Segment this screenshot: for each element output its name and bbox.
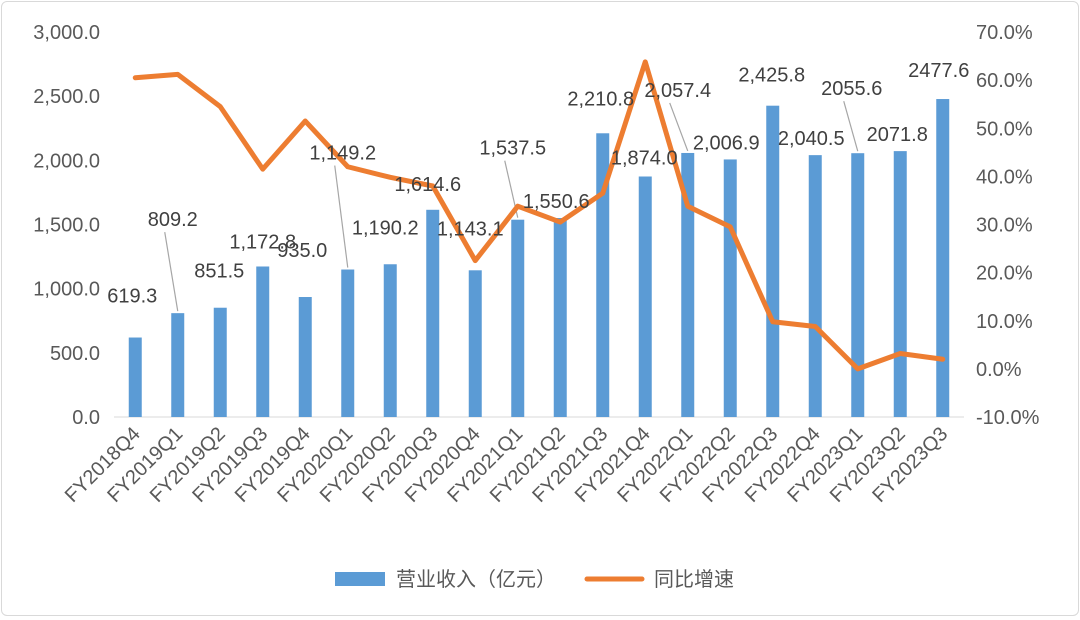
revenue-bar <box>808 155 822 417</box>
bar-data-label: 1,874.0 <box>611 148 678 170</box>
left-tick-label: 1,000.0 <box>33 279 100 301</box>
bar-data-label: 2,210.8 <box>567 88 634 110</box>
revenue-bar <box>213 307 227 417</box>
growth-point <box>687 205 689 207</box>
right-axis-ticks: -10.0% 0.0% 10.0% 20.0% 30.0% 40.0% 50.0% 60.0%… <box>976 22 1040 429</box>
revenue-bar <box>553 218 567 417</box>
revenue-bar <box>511 219 525 417</box>
revenue-bar <box>298 297 312 417</box>
growth-point <box>219 106 221 108</box>
growth-point <box>772 321 774 323</box>
right-tick-label: 10.0% <box>976 311 1033 333</box>
growth-point <box>644 61 646 63</box>
bar-data-label: 1,550.6 <box>523 191 590 213</box>
bar-data-label: 2,040.5 <box>778 128 845 150</box>
revenue-bar <box>426 209 440 417</box>
revenue-bar <box>468 270 482 417</box>
growth-line <box>132 59 946 372</box>
growth-point <box>517 205 519 207</box>
revenue-bar <box>171 313 185 417</box>
growth-point <box>814 326 816 328</box>
growth-point <box>389 176 391 178</box>
growth-point <box>899 352 901 354</box>
revenue-bar <box>341 269 355 417</box>
leader-line <box>843 101 859 152</box>
bar-data-label: 851.5 <box>194 261 244 283</box>
legend-label-growth: 同比增速 <box>654 568 734 591</box>
growth-point <box>262 168 264 170</box>
revenue-bar <box>256 266 270 417</box>
right-tick-label: 30.0% <box>976 215 1033 237</box>
growth-line-series <box>132 59 946 372</box>
bar-data-label: 1,190.2 <box>352 217 419 239</box>
bar-data-label: 2,425.8 <box>738 65 805 87</box>
legend-swatch-revenue <box>335 572 385 586</box>
left-tick-label: 0.0 <box>72 407 100 429</box>
growth-point <box>304 120 306 122</box>
bar-data-label: 1,172.8 <box>229 231 296 253</box>
left-tick-label: 3,000.0 <box>33 22 100 44</box>
revenue-bar <box>893 151 907 417</box>
right-tick-label: 0.0% <box>976 359 1022 381</box>
bar-data-label: 2055.6 <box>821 78 882 100</box>
bar-data-label: 1,149.2 <box>309 143 376 165</box>
leader-line <box>334 165 349 268</box>
legend: 营业收入（亿元） 同比增速 <box>335 568 734 591</box>
growth-point <box>559 221 561 223</box>
revenue-bar <box>851 153 865 417</box>
left-tick-label: 2,000.0 <box>33 150 100 172</box>
revenue-bar <box>766 105 780 418</box>
revenue-bar <box>596 133 610 417</box>
revenue-bar <box>383 264 397 417</box>
bar-data-label: 809.2 <box>148 209 198 231</box>
growth-point <box>347 166 349 168</box>
right-tick-label: 40.0% <box>976 166 1033 188</box>
revenue-bar <box>681 152 695 418</box>
right-tick-label: 20.0% <box>976 263 1033 285</box>
x-axis-ticks: FY2018Q4FY2019Q1FY2019Q2FY2019Q3FY2019Q4… <box>61 423 952 507</box>
bar-data-label: 2,006.9 <box>693 132 760 154</box>
left-tick-label: 500.0 <box>50 343 100 365</box>
growth-point <box>474 260 476 262</box>
left-tick-label: 2,500.0 <box>33 86 100 108</box>
revenue-bar <box>128 337 142 417</box>
bar-data-label: 1,537.5 <box>479 138 546 160</box>
revenue-bars <box>128 99 950 418</box>
bar-data-label: 1,614.6 <box>394 174 461 196</box>
left-tick-label: 1,500.0 <box>33 215 100 237</box>
growth-point <box>432 185 434 187</box>
growth-point <box>602 192 604 194</box>
right-tick-label: 60.0% <box>976 70 1033 92</box>
right-tick-label: 70.0% <box>976 22 1033 44</box>
growth-point <box>942 358 944 360</box>
bar-data-label: 2071.8 <box>867 124 928 146</box>
revenue-bar <box>638 176 652 417</box>
revenue-bar <box>936 99 950 418</box>
growth-point <box>729 226 731 228</box>
bar-data-label: 935.0 <box>277 240 327 262</box>
growth-point <box>857 368 859 370</box>
leader-line <box>164 232 179 312</box>
bar-data-label: 2,057.4 <box>644 80 711 102</box>
bar-data-label: 619.3 <box>107 286 157 308</box>
revenue-bar <box>723 159 737 418</box>
left-axis-ticks: 0.0 500.0 1,000.0 1,500.0 2,000.0 2,500.0 3,00… <box>33 22 100 429</box>
leader-line <box>669 102 689 152</box>
bar-data-label: 1,143.1 <box>437 218 504 240</box>
legend-label-revenue: 营业收入（亿元） <box>396 568 556 591</box>
growth-point <box>134 77 136 79</box>
right-tick-label: -10.0% <box>976 407 1040 429</box>
bar-data-label: 2477.6 <box>908 60 969 82</box>
growth-point <box>177 73 179 75</box>
right-tick-label: 50.0% <box>976 118 1033 140</box>
